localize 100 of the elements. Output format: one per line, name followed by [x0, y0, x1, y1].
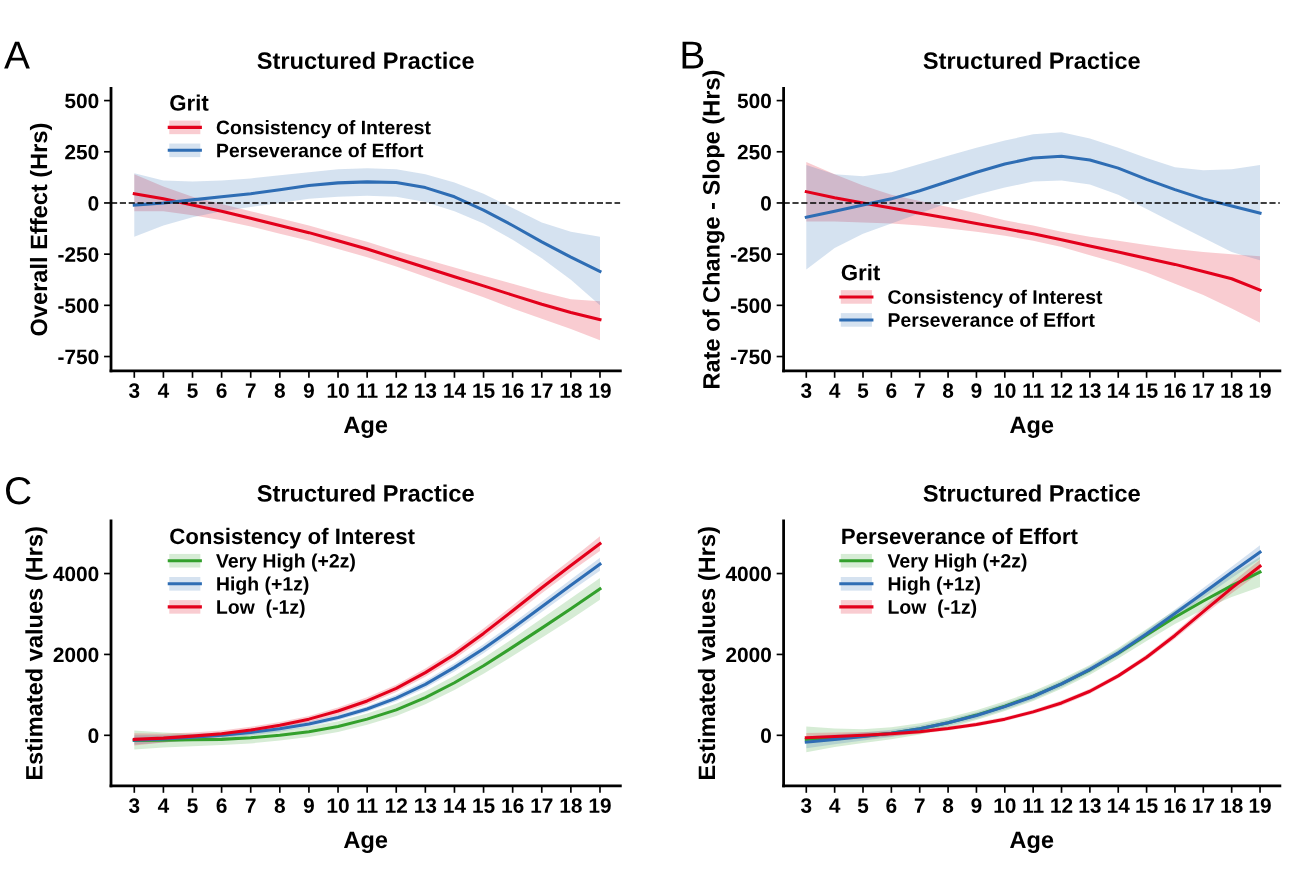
x-tick-label: 7: [914, 383, 925, 398]
legend-label: High (+1z): [888, 576, 980, 595]
x-tick-label: 14: [444, 798, 466, 813]
x-tick-label: 8: [274, 798, 285, 813]
x-tick-label: 4: [157, 798, 170, 813]
x-tick-label: 7: [245, 383, 256, 398]
legend-label: Very High (+2z): [216, 553, 355, 572]
x-tick-label: 7: [914, 798, 925, 813]
x-tick-label: 4: [829, 798, 841, 813]
x-tick-label: 13: [415, 383, 437, 398]
x-tick-label: 13: [1079, 798, 1101, 814]
x-tick-label: 5: [187, 798, 198, 813]
x-tick-label: 18: [1221, 798, 1243, 813]
x-tick-label: 3: [800, 383, 812, 398]
x-tick-label: 15: [473, 383, 495, 398]
y-axis-title: Estimated values (Hrs): [25, 527, 48, 780]
x-tick-label: 5: [187, 383, 198, 398]
x-axis-title: Age: [343, 416, 388, 438]
x-tick-label: 16: [502, 798, 524, 813]
y-tick-label: 0: [88, 728, 99, 744]
x-tick-label: 4: [157, 383, 170, 398]
text: B: [682, 41, 704, 69]
x-tick-label: 10: [327, 798, 349, 813]
y-tick-label: 4000: [53, 566, 99, 582]
x-tick-label: 19: [589, 798, 611, 813]
chart-title: Structured Practice: [923, 51, 1140, 70]
x-tick-label: 6: [886, 798, 897, 813]
y-tick-label: 0: [761, 728, 771, 744]
y-tick-label: 2000: [726, 647, 771, 663]
x-tick-label: 18: [560, 798, 582, 813]
x-tick-label: 6: [216, 798, 227, 813]
x-tick-label: 12: [385, 383, 407, 398]
x-tick-label: 12: [385, 798, 407, 813]
legend-title: Grit: [170, 94, 209, 111]
y-tick-label: 0: [761, 195, 771, 211]
line-series: [132, 180, 602, 274]
y-tick-label: -500: [730, 298, 771, 314]
chart-title: Structured Practice: [257, 51, 474, 70]
x-tick-label: 16: [502, 383, 524, 398]
legend-label: Perseverance of Effort: [888, 312, 1095, 327]
x-tick-label: 16: [1164, 383, 1186, 398]
x-tick-label: 11: [357, 383, 378, 398]
x-tick-label: 17: [1193, 383, 1214, 398]
x-axis-title: Age: [1010, 831, 1054, 853]
legend-label: Perseverance of Effort: [217, 143, 424, 158]
x-tick-label: 5: [857, 383, 869, 398]
legend-label: Consistency of Interest: [216, 120, 431, 139]
x-axis-title: Age: [343, 831, 388, 853]
x-tick-label: 11: [1023, 383, 1044, 398]
line-series: [132, 192, 602, 322]
y-tick-label: 4000: [725, 566, 771, 582]
x-tick-label: 10: [327, 383, 349, 398]
text: C: [6, 476, 31, 505]
x-tick-label: 7: [245, 798, 256, 813]
y-tick-label: -750: [730, 349, 771, 365]
legend-title: Consistency of Interest: [170, 527, 415, 549]
x-tick-label: 15: [473, 798, 495, 813]
x-tick-label: 12: [1051, 798, 1073, 813]
y-tick-label: 500: [65, 93, 99, 109]
x-tick-label: 18: [1221, 383, 1243, 398]
x-tick-label: 17: [531, 798, 553, 813]
x-tick-label: 18: [560, 383, 582, 398]
y-tick-label: -250: [730, 247, 771, 262]
x-tick-label: 19: [589, 383, 611, 398]
chart-title: Structured Practice: [257, 484, 474, 502]
x-tick-label: 3: [128, 798, 140, 814]
y-tick-label: -750: [58, 349, 99, 365]
x-tick-label: 3: [800, 798, 812, 814]
x-tick-label: 9: [971, 798, 982, 813]
y-tick-label: -250: [58, 247, 99, 262]
x-tick-label: 10: [994, 383, 1016, 398]
text: A: [4, 41, 30, 69]
x-tick-label: 5: [857, 798, 869, 813]
legend-label: Consistency of Interest: [888, 289, 1103, 308]
x-tick-label: 14: [444, 383, 466, 398]
legend-label: Very High (+2z): [887, 553, 1027, 572]
x-tick-label: 9: [303, 383, 314, 398]
x-tick-label: 15: [1136, 383, 1158, 398]
y-tick-label: 250: [65, 144, 99, 160]
chart-title: Structured Practice: [923, 484, 1140, 502]
x-tick-label: 12: [1051, 383, 1073, 398]
x-tick-label: 3: [128, 383, 140, 398]
x-tick-label: 11: [1023, 798, 1044, 813]
x-tick-label: 11: [357, 798, 378, 813]
x-tick-label: 15: [1136, 798, 1158, 813]
legend-label: High (+1z): [217, 576, 309, 595]
y-axis-title: Overall Effect (Hrs): [29, 123, 52, 336]
x-tick-label: 6: [216, 383, 227, 398]
x-tick-label: 4: [829, 383, 841, 398]
x-tick-label: 9: [303, 798, 314, 813]
y-tick-label: 2000: [53, 647, 99, 663]
x-tick-label: 17: [531, 383, 553, 398]
x-tick-label: 19: [1249, 798, 1271, 813]
x-tick-label: 14: [1107, 798, 1130, 813]
legend-title: Grit: [841, 264, 881, 281]
x-tick-label: 8: [942, 798, 954, 813]
x-tick-label: 13: [1079, 383, 1101, 398]
x-tick-label: 6: [886, 383, 897, 398]
x-tick-label: 19: [1249, 383, 1271, 398]
x-axis-title: Age: [1010, 416, 1054, 438]
